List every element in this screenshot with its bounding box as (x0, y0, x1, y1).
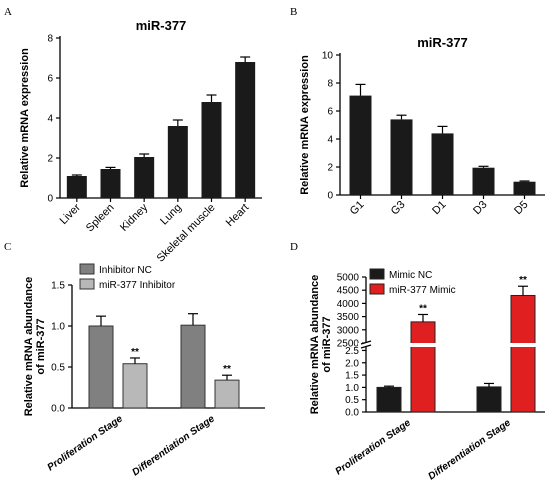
y-tick-label: 5000 (337, 273, 360, 284)
axis-break-mark (360, 340, 372, 345)
y-tick-label: 2 (47, 154, 53, 165)
axis-break-gap (358, 343, 547, 347)
y-axis-label: Relative mRNA expression (19, 48, 31, 188)
bar (376, 386, 402, 413)
x-tick-label: Spleen (84, 202, 117, 235)
y-tick-label: 3000 (337, 325, 360, 336)
axis-break-mark (360, 344, 372, 349)
y-tick-label: 4 (327, 135, 333, 146)
legend-swatch (79, 263, 95, 275)
legend-label: miR-377 Mimic (389, 285, 456, 296)
x-tick-label: Heart (224, 202, 252, 230)
bar (510, 294, 536, 413)
panel-letter-b: B (290, 6, 297, 18)
y-tick-label: 1.0 (345, 383, 359, 394)
bar (134, 157, 155, 198)
y-tick-label: 6 (47, 74, 53, 85)
y-tick-label: 0 (47, 194, 53, 205)
y-tick-label: 6 (327, 107, 333, 118)
y-tick-label: 4500 (337, 286, 360, 297)
legend-label: miR-377 Inhibitor (99, 280, 176, 291)
x-tick-label: G1 (348, 199, 367, 218)
y-tick-label: 2 (327, 163, 333, 174)
y-axis-label: Relative mRNA abundance (309, 275, 321, 415)
y-tick-label: 1.0 (51, 322, 65, 333)
chart-panel-b: miR-377 0 2 4 6 8 10 G1 G3 D1 D3 D5 Relative mRNA ex… (299, 35, 545, 218)
y-axis-label: Relative mRNA expression (299, 55, 311, 195)
y-tick-label: 1.5 (345, 371, 359, 382)
bar (88, 325, 114, 409)
x-tick-label: D5 (512, 199, 530, 217)
bar (390, 119, 413, 195)
y-tick-label: 8 (327, 79, 333, 90)
x-tick-label: Proliferation Stage (334, 417, 413, 477)
bar (66, 176, 87, 198)
bar (180, 324, 206, 409)
y-tick-label: 1.5 (51, 281, 65, 292)
y-axis-label: Relative mRNA abundance (23, 277, 35, 417)
legend-swatch (369, 268, 385, 280)
y-tick-label: 10 (322, 51, 334, 62)
chart-panel-c: 0.0 0.5 1.0 1.5 ** ** Proliferation Stage Diffe… (23, 263, 265, 478)
x-tick-label: Lung (158, 202, 184, 228)
y-tick-label: 3500 (337, 312, 360, 323)
y-tick-label: 2.5 (345, 346, 359, 357)
y-tick-label: 4 (47, 114, 53, 125)
significance-label: ** (223, 364, 231, 375)
legend-label: Inhibitor NC (99, 265, 152, 276)
y-axis-label-line2: of miR-377 (35, 318, 47, 374)
bar (476, 386, 502, 413)
y-tick-label: 0.5 (51, 363, 65, 374)
x-tick-label: D3 (471, 199, 489, 217)
x-tick-label: G3 (389, 199, 408, 218)
chart-title: miR-377 (136, 18, 187, 33)
bar (201, 102, 222, 198)
y-tick-label: 0 (327, 191, 333, 202)
bar (349, 95, 372, 195)
y-tick-label: 4000 (337, 299, 360, 310)
y-tick-label: 2.0 (345, 358, 359, 369)
bar (472, 167, 495, 195)
x-tick-label: Skeletal muscle (155, 202, 218, 265)
y-tick-label: 0.0 (51, 404, 65, 415)
y-tick-label: 8 (47, 34, 53, 45)
x-tick-label: Differentiation Stage (426, 417, 513, 482)
x-tick-label: Proliferation Stage (46, 413, 125, 473)
x-tick-label: Liver (58, 201, 84, 227)
panel-letter-c: C (4, 241, 11, 253)
bar (167, 126, 188, 198)
bar (214, 379, 240, 409)
bar (122, 363, 148, 409)
legend-swatch (369, 283, 385, 295)
panel-letter-a: A (4, 6, 12, 18)
chart-panel-a: miR-377 0 2 4 6 8 Liver Spleen Kidney LungSkeleta… (19, 18, 262, 265)
significance-label: ** (519, 275, 527, 286)
bar (410, 321, 436, 413)
y-tick-label: 0.5 (345, 395, 359, 406)
bar (235, 62, 256, 198)
y-tick-label: 2500 (337, 339, 360, 350)
bar (100, 169, 121, 198)
x-tick-label: Kidney (118, 201, 151, 234)
bar (431, 133, 454, 195)
bar (513, 181, 536, 195)
x-tick-label: Differentiation Stage (130, 413, 217, 478)
legend-label: Mimic NC (389, 270, 432, 281)
panel-letter-d: D (290, 241, 298, 253)
chart-title: miR-377 (417, 35, 468, 50)
y-tick-label: 0.0 (345, 408, 359, 419)
significance-label: ** (131, 347, 139, 358)
significance-label: ** (419, 303, 427, 314)
x-tick-label: D1 (430, 199, 448, 217)
y-axis-label-line2: of miR-377 (321, 316, 333, 372)
legend-swatch (79, 278, 95, 290)
